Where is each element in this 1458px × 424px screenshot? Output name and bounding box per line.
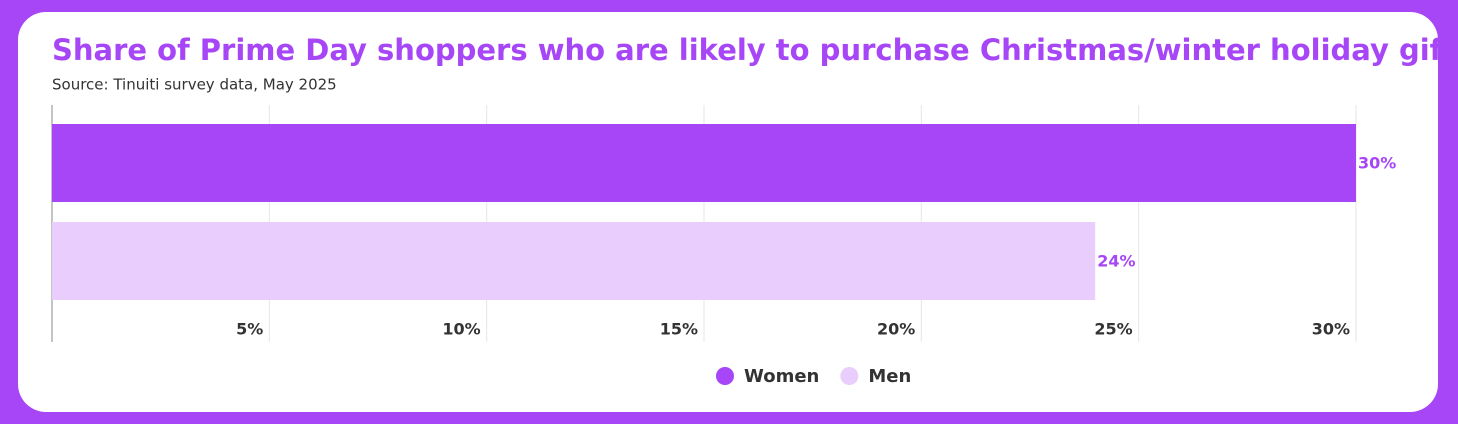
x-tick-label: 30% xyxy=(1312,320,1350,339)
legend-label: Men xyxy=(868,366,911,387)
value-label: 30% xyxy=(1358,154,1396,173)
legend-marker xyxy=(716,367,734,385)
x-tick-label: 10% xyxy=(442,320,480,339)
x-tick-label: 25% xyxy=(1094,320,1132,339)
card xyxy=(18,12,1438,412)
x-tick-label: 20% xyxy=(877,320,915,339)
x-tick-label: 15% xyxy=(660,320,698,339)
bar xyxy=(52,222,1096,300)
chart-subtitle: Source: Tinuiti survey data, May 2025 xyxy=(52,76,337,94)
chart-title: Share of Prime Day shoppers who are like… xyxy=(52,33,1458,67)
value-label: 24% xyxy=(1097,252,1135,271)
legend-marker xyxy=(840,367,859,385)
bar xyxy=(52,124,1356,202)
legend-label: Women xyxy=(744,366,819,387)
x-tick-label: 5% xyxy=(236,320,263,339)
